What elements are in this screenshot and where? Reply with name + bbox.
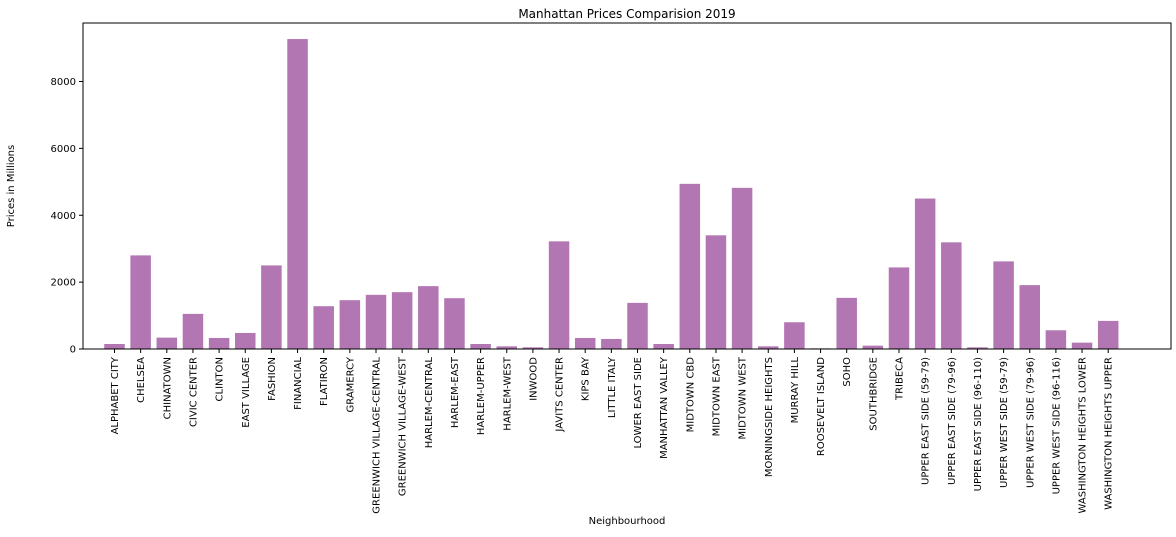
bar-4 bbox=[208, 337, 230, 349]
x-tick-label-13: HARLEM-EAST bbox=[450, 356, 461, 428]
x-tick-label-35: UPPER WEST SIDE (79-96) bbox=[1025, 357, 1036, 488]
x-tick-label-22: MIDTOWN CBD bbox=[685, 357, 696, 433]
x-tick-label-21: MANHATTAN VALLEY bbox=[659, 356, 670, 459]
chart-title: Manhattan Prices Comparision 2019 bbox=[518, 7, 735, 21]
x-tick-label-37: WASHINGTON HEIGHTS LOWER bbox=[1078, 357, 1089, 513]
y-axis-label: Prices in Millions bbox=[6, 145, 17, 228]
bars-group bbox=[104, 39, 1119, 350]
bar-5 bbox=[235, 332, 256, 349]
y-tick-label-2: 4000 bbox=[51, 211, 76, 222]
bar-8 bbox=[313, 306, 334, 349]
x-tick-label-23: MIDTOWN EAST bbox=[711, 356, 722, 436]
bar-7 bbox=[287, 39, 308, 350]
bar-19 bbox=[601, 338, 622, 349]
x-tick-label-2: CHINATOWN bbox=[162, 357, 173, 419]
bar-32 bbox=[941, 242, 962, 349]
x-tick-label-36: UPPER WEST SIDE (96-116) bbox=[1051, 357, 1062, 494]
plot-area-frame bbox=[82, 22, 1172, 350]
bar-38 bbox=[1097, 320, 1119, 349]
bar-15 bbox=[496, 346, 517, 349]
x-tick-label-34: UPPER WEST SIDE (59-79) bbox=[999, 357, 1010, 488]
bar-33 bbox=[967, 347, 988, 349]
y-tick-label-4: 8000 bbox=[51, 77, 76, 88]
bar-24 bbox=[731, 187, 753, 349]
x-tick-label-28: SOHO bbox=[842, 357, 853, 387]
y-tick-label-3: 6000 bbox=[51, 144, 76, 155]
bar-31 bbox=[914, 198, 936, 349]
bar-26 bbox=[784, 322, 805, 349]
x-tick-label-14: HARLEM-UPPER bbox=[476, 357, 487, 435]
bar-11 bbox=[391, 292, 413, 349]
x-tick-label-17: JAVITS CENTER bbox=[555, 357, 566, 433]
bar-1 bbox=[130, 255, 151, 349]
bar-21 bbox=[653, 343, 674, 349]
x-tick-label-30: TRIBECA bbox=[895, 357, 906, 401]
x-tick-label-1: CHELSEA bbox=[136, 357, 147, 403]
x-tick-label-11: GREENWICH VILLAGE-WEST bbox=[398, 356, 409, 496]
x-tick-label-15: HARLEM-WEST bbox=[502, 356, 513, 431]
bar-10 bbox=[365, 294, 387, 349]
x-tick-label-25: MORNINGSIDE HEIGHTS bbox=[764, 357, 775, 477]
x-tick-label-38: WASHINGTON HEIGHTS UPPER bbox=[1104, 357, 1115, 510]
x-axis-ticks: ALPHABET CITY CHELSEA CHINATOWN CIVIC CENTE… bbox=[110, 349, 1115, 514]
x-tick-label-24: MIDTOWN WEST bbox=[738, 356, 749, 439]
bar-16 bbox=[522, 347, 544, 349]
x-tick-label-3: CIVIC CENTER bbox=[188, 357, 199, 427]
x-tick-label-32: UPPER EAST SIDE (79-96) bbox=[947, 357, 958, 485]
bar-0 bbox=[104, 343, 125, 349]
x-tick-label-7: FINANCIAL bbox=[293, 357, 304, 410]
bar-25 bbox=[758, 346, 779, 349]
bar-20 bbox=[627, 302, 648, 349]
bar-18 bbox=[574, 337, 596, 349]
bar-23 bbox=[705, 235, 727, 349]
y-axis-ticks: 0 2000 4000 6000 8000 bbox=[51, 77, 83, 356]
x-tick-label-20: LOWER EAST SIDE bbox=[633, 357, 644, 449]
x-tick-label-33: UPPER EAST SIDE (96-110) bbox=[973, 357, 984, 491]
x-tick-label-16: INWOOD bbox=[528, 357, 539, 401]
bar-3 bbox=[182, 313, 204, 349]
x-tick-label-18: KIPS BAY bbox=[581, 356, 592, 401]
bar-22 bbox=[679, 183, 701, 349]
bar-9 bbox=[339, 300, 361, 349]
bar-6 bbox=[261, 265, 282, 349]
bar-17 bbox=[548, 241, 570, 349]
x-tick-label-27: ROOSEVELT ISLAND bbox=[816, 357, 827, 456]
x-tick-label-6: FASHION bbox=[267, 357, 278, 401]
x-tick-label-4: CLINTON bbox=[215, 357, 226, 401]
bar-12 bbox=[418, 286, 439, 349]
bar-28 bbox=[836, 297, 857, 349]
x-axis-label: Neighbourhood bbox=[589, 516, 666, 527]
bar-37 bbox=[1071, 342, 1093, 349]
bar-14 bbox=[470, 343, 491, 349]
bar-34 bbox=[993, 261, 1014, 349]
x-tick-label-31: UPPER EAST SIDE (59-79) bbox=[921, 357, 932, 485]
bar-13 bbox=[444, 298, 465, 349]
x-tick-label-0: ALPHABET CITY bbox=[110, 356, 121, 434]
x-tick-label-5: EAST VILLAGE bbox=[241, 357, 252, 428]
bar-29 bbox=[862, 345, 884, 349]
bar-30 bbox=[888, 267, 910, 349]
x-tick-label-10: GREENWICH VILLAGE-CENTRAL bbox=[372, 357, 383, 514]
y-tick-label-1: 2000 bbox=[51, 278, 76, 289]
x-tick-label-29: SOUTHBRIDGE bbox=[868, 357, 879, 431]
x-tick-label-12: HARLEM-CENTRAL bbox=[424, 357, 435, 449]
bar-35 bbox=[1019, 285, 1040, 349]
x-tick-label-19: LITTLE ITALY bbox=[607, 356, 618, 418]
bar-2 bbox=[156, 337, 178, 349]
bar-36 bbox=[1045, 330, 1067, 349]
x-tick-label-8: FLATIRON bbox=[319, 357, 330, 406]
x-tick-label-9: GRAMERCY bbox=[345, 356, 356, 412]
y-tick-label-0: 0 bbox=[70, 345, 76, 356]
x-tick-label-26: MURRAY HILL bbox=[790, 357, 801, 424]
